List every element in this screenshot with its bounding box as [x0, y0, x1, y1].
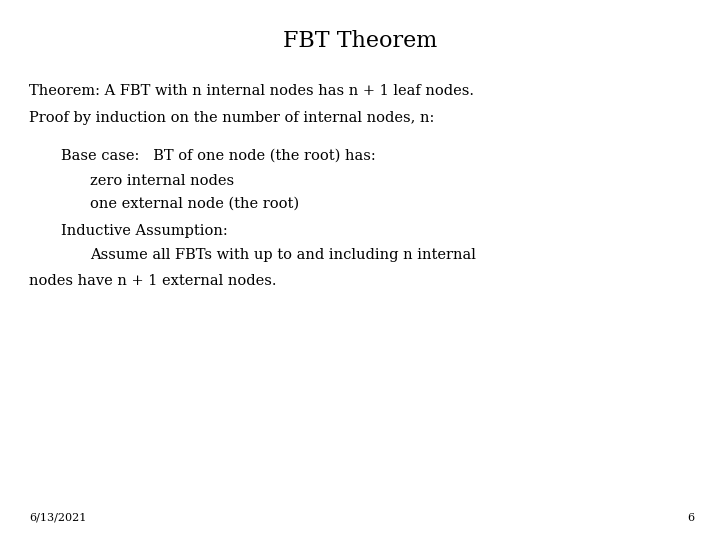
- Text: 6/13/2021: 6/13/2021: [29, 512, 86, 523]
- Text: Assume all FBTs with up to and including n internal: Assume all FBTs with up to and including…: [90, 248, 476, 262]
- Text: one external node (the root): one external node (the root): [90, 197, 299, 211]
- Text: nodes have n + 1 external nodes.: nodes have n + 1 external nodes.: [29, 274, 276, 288]
- Text: Base case:   BT of one node (the root) has:: Base case: BT of one node (the root) has…: [61, 148, 376, 163]
- Text: 6: 6: [688, 512, 695, 523]
- Text: Inductive Assumption:: Inductive Assumption:: [61, 224, 228, 238]
- Text: zero internal nodes: zero internal nodes: [90, 174, 234, 188]
- Text: Theorem: A FBT with n internal nodes has n + 1 leaf nodes.: Theorem: A FBT with n internal nodes has…: [29, 84, 474, 98]
- Text: FBT Theorem: FBT Theorem: [283, 30, 437, 52]
- Text: Proof by induction on the number of internal nodes, n:: Proof by induction on the number of inte…: [29, 111, 434, 125]
